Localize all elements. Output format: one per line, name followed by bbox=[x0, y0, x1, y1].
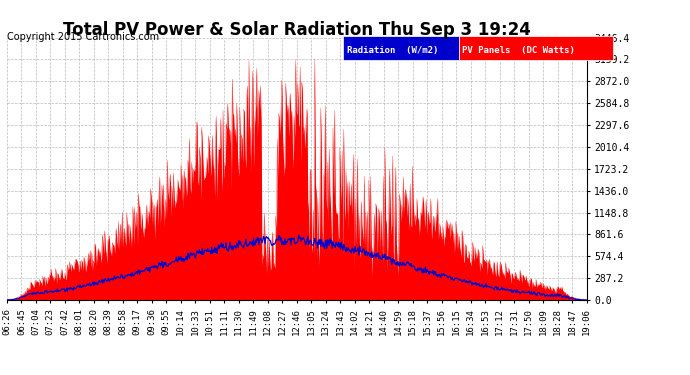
Text: PV Panels  (DC Watts): PV Panels (DC Watts) bbox=[462, 46, 575, 55]
Text: Radiation  (W/m2): Radiation (W/m2) bbox=[346, 46, 438, 55]
Text: Total PV Power & Solar Radiation Thu Sep 3 19:24: Total PV Power & Solar Radiation Thu Sep… bbox=[63, 21, 531, 39]
Text: Copyright 2015 Cartronics.com: Copyright 2015 Cartronics.com bbox=[7, 32, 159, 42]
